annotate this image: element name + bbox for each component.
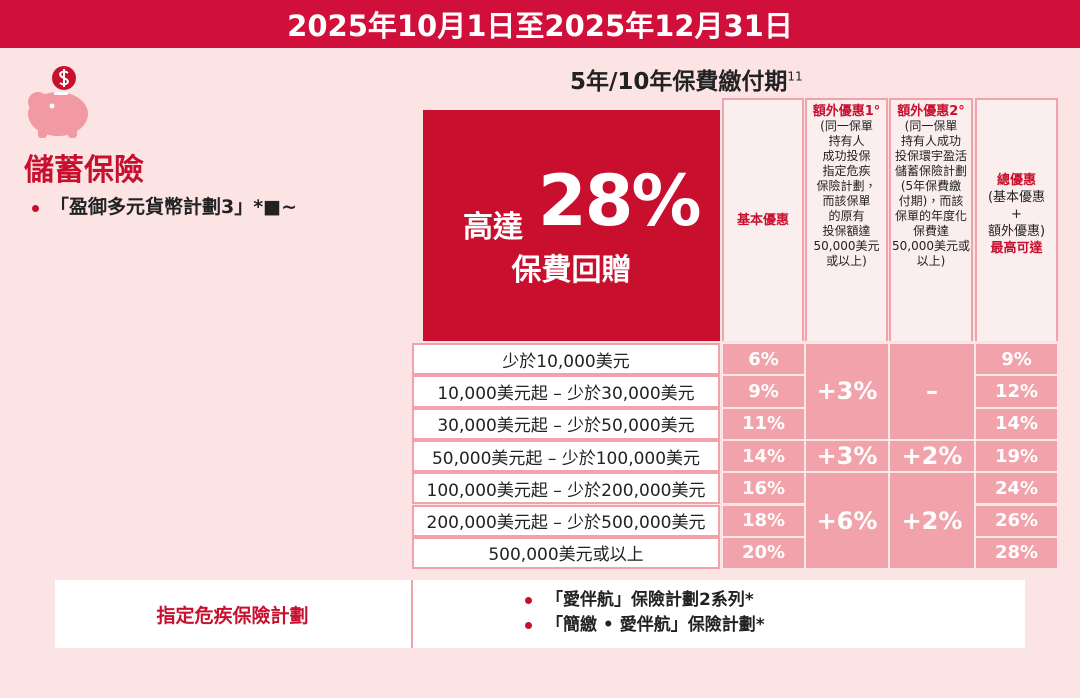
total-value: 24% [975, 472, 1058, 505]
footer-box: 指定危疾保險計劃 「愛伴航」保險計劃2系列* 「簡繳 • 愛伴航」保險計劃* [55, 580, 1025, 648]
extra-value: +2% [889, 472, 975, 570]
header-line: 指定危疾 [822, 164, 871, 178]
base-value: 9% [722, 375, 805, 408]
header-line: 投保額達 [822, 224, 871, 238]
bullet [525, 597, 532, 604]
plan-name: 「盈御多元貨幣計劃3」*■~ [50, 196, 298, 218]
total-value: 12% [975, 375, 1058, 408]
header-line: 或以上) [826, 254, 867, 268]
header-line: 總優惠 [996, 173, 1036, 188]
header-line: 而該保單 [822, 194, 871, 208]
header-line: 的原有 [828, 209, 865, 223]
footer-plan-row: 「愛伴航」保險計劃2系列* [525, 588, 765, 613]
header-line: 最高可達 [990, 241, 1043, 256]
hero-caption: 保費回贈 [511, 253, 632, 288]
tier-label: 200,000美元起 – 少於500,000美元 [412, 504, 720, 537]
header-title: 額外優惠1° [812, 104, 881, 119]
header-line: (同一保單 [904, 119, 958, 133]
extra-value: – [889, 343, 975, 440]
date-banner: 2025年10月1日至2025年12月31日 [0, 0, 1080, 48]
tier-label: 10,000美元起 – 少於30,000美元 [412, 375, 720, 408]
period-note: 11 [787, 69, 803, 84]
bullet [32, 205, 39, 212]
extra-value: +2% [889, 439, 975, 473]
header-total: 總優惠 (基本優惠 + 額外優惠) 最高可達 [975, 98, 1058, 341]
base-value: 20% [722, 536, 805, 570]
category-title: 儲蓄保險 [24, 153, 144, 188]
footer-plan-row: 「簡繳 • 愛伴航」保險計劃* [525, 613, 765, 638]
header-line: (5年保費繳 [900, 179, 962, 193]
hero-box: 高達 28% 保費回贈 [423, 110, 720, 341]
tier-label: 50,000美元起 – 少於100,000美元 [412, 439, 720, 473]
base-value: 11% [722, 407, 805, 440]
header-line: 保險計劃， [816, 179, 877, 193]
header-line: 50,000美元或 [892, 239, 970, 253]
header-line: (基本優惠 [987, 190, 1046, 205]
header-line: 保單的年度化 [894, 209, 967, 223]
base-value: 16% [722, 472, 805, 505]
base-value: 18% [722, 504, 805, 537]
header-line: 投保環宇盈活 [894, 149, 967, 163]
header-line: 以上) [916, 254, 946, 268]
tier-label: 500,000美元或以上 [412, 536, 720, 570]
extra-value: +3% [805, 439, 889, 473]
piggy-icon [28, 66, 88, 138]
total-value: 28% [975, 536, 1058, 570]
hero-rate: 28% [538, 160, 702, 242]
total-value: 26% [975, 504, 1058, 537]
footer-label: 指定危疾保險計劃 [156, 604, 309, 627]
header-line: 儲蓄保險計劃 [894, 164, 967, 178]
header-line: 額外優惠) [987, 224, 1046, 239]
total-value: 9% [975, 343, 1058, 376]
footer-plan: 「愛伴航」保險計劃2系列* [546, 590, 754, 610]
header-title: 基本優惠 [736, 213, 789, 228]
extra-value: +3% [805, 343, 889, 440]
header-line: + [1011, 207, 1022, 222]
header-line: 成功投保 [822, 149, 871, 163]
footer-plan: 「簡繳 • 愛伴航」保險計劃* [546, 615, 765, 635]
total-value: 14% [975, 407, 1058, 440]
total-value: 19% [975, 439, 1058, 473]
divider [411, 580, 413, 648]
footer-plans: 「愛伴航」保險計劃2系列* 「簡繳 • 愛伴航」保險計劃* [525, 588, 765, 638]
header-line: 50,000美元 [813, 239, 880, 253]
header-line: 持有人成功 [900, 134, 961, 148]
header-line: 付期)，而該 [898, 194, 964, 208]
header-extra-2: 額外優惠2° (同一保單 持有人成功 投保環宇盈活 儲蓄保險計劃 (5年保費繳 付期)，而該… [889, 98, 973, 341]
header-line: 持有人 [828, 134, 865, 148]
hero-prefix: 高達 [463, 210, 523, 245]
tier-label: 30,000美元起 – 少於50,000美元 [412, 407, 720, 440]
base-value: 14% [722, 439, 805, 473]
bullet [525, 622, 532, 629]
header-title: 額外優惠2° [897, 104, 965, 119]
tier-label: 少於10,000美元 [412, 343, 720, 376]
header-line: 保費達 [912, 224, 949, 238]
header-base: 基本優惠 [722, 98, 804, 341]
period-title: 5年/10年保費繳付期11 [570, 62, 803, 96]
header-line: (同一保單 [820, 119, 873, 133]
base-value: 6% [722, 343, 805, 376]
header-extra-1: 額外優惠1° (同一保單 持有人 成功投保 指定危疾 保險計劃， 而該保單 的原有 投保額達 50… [805, 98, 888, 341]
tier-label: 100,000美元起 – 少於200,000美元 [412, 472, 720, 505]
extra-value: +6% [805, 472, 889, 570]
period-text: 5年/10年保費繳付期 [570, 69, 788, 95]
